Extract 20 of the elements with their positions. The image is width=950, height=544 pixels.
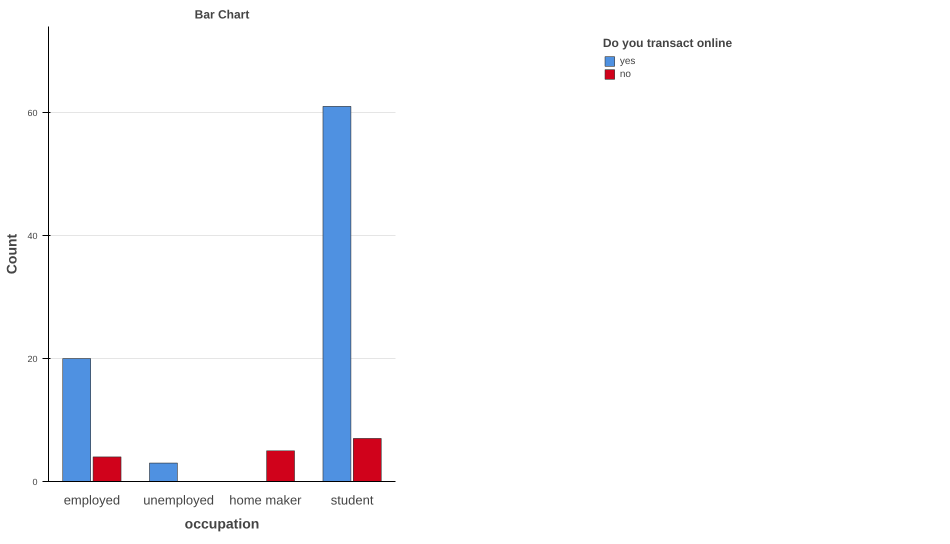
y-tick-label: 40	[27, 231, 38, 242]
bar	[62, 358, 91, 482]
x-tick-label: employed	[64, 492, 120, 508]
bar	[353, 438, 382, 482]
legend-label: no	[620, 68, 632, 80]
bar	[92, 456, 122, 482]
y-tick-label: 0	[32, 477, 38, 487]
legend-title: Do you transact online	[602, 36, 732, 50]
x-axis-title: occupation	[184, 516, 260, 532]
bar	[266, 450, 295, 482]
bar	[322, 106, 352, 482]
bar	[149, 462, 178, 482]
x-tick-label: unemployed	[143, 492, 214, 508]
chart-title: Bar Chart	[194, 8, 250, 22]
y-axis-title: Count	[3, 233, 20, 274]
y-tick-label: 60	[27, 108, 38, 118]
x-tick-label: home maker	[229, 492, 302, 508]
y-tick-label: 20	[27, 354, 38, 364]
x-tick-label: student	[330, 492, 374, 508]
legend-label: yes	[620, 56, 636, 66]
